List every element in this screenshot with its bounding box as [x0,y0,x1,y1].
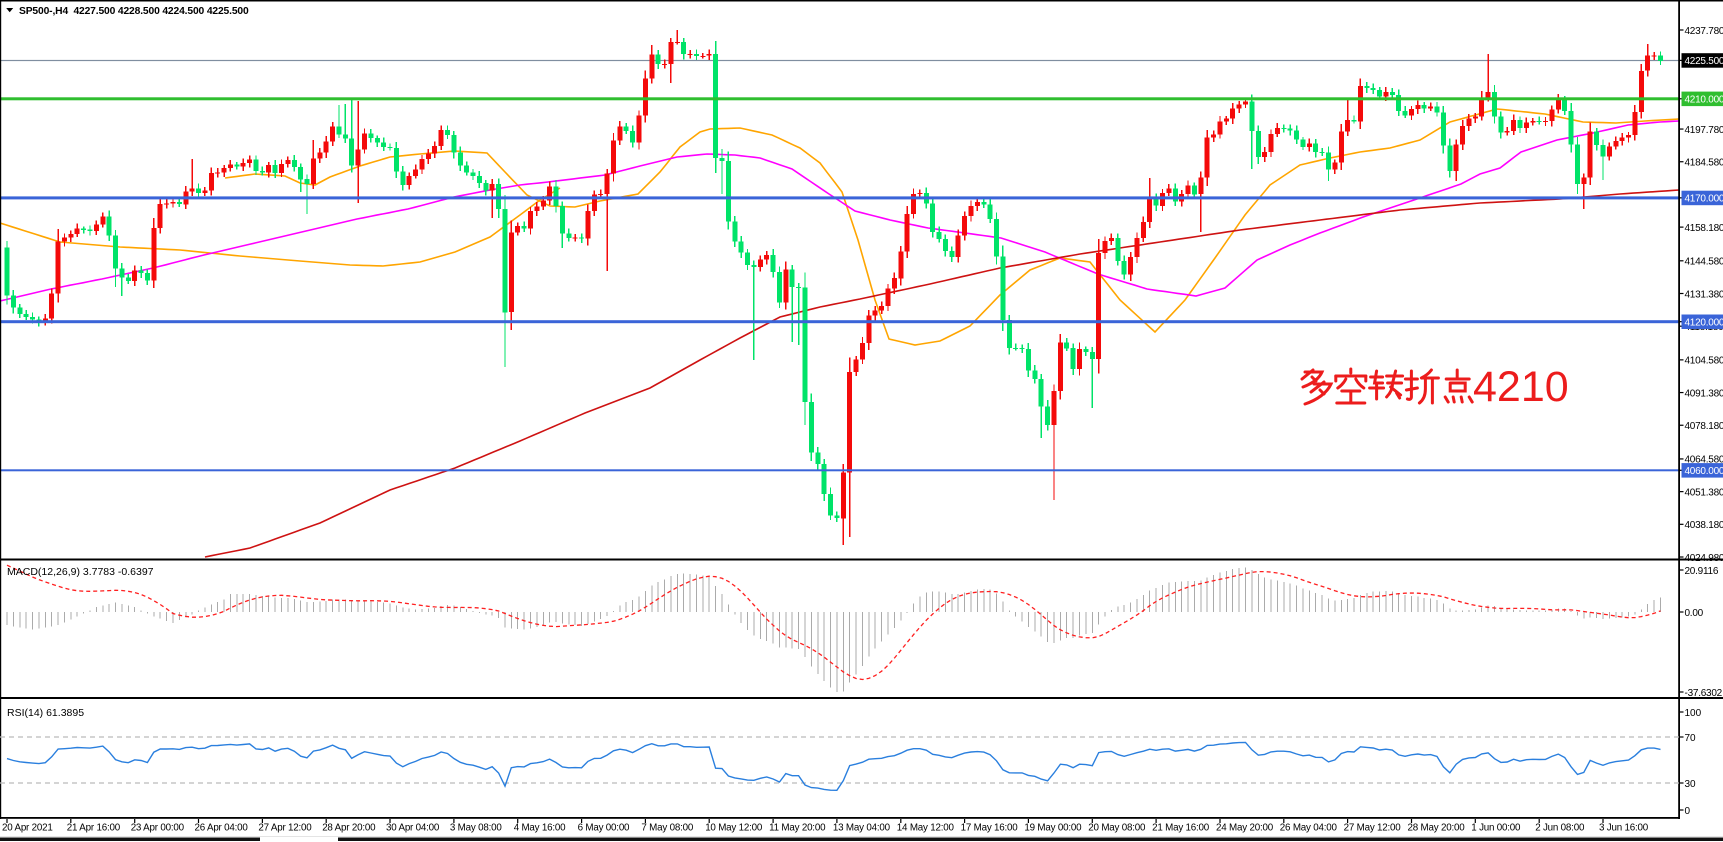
svg-text:20 Apr 2021: 20 Apr 2021 [2,823,53,834]
svg-text:4210: 4210 [1473,363,1569,411]
svg-text:4078.180: 4078.180 [1685,421,1723,432]
svg-text:14 May 12:00: 14 May 12:00 [897,823,955,834]
svg-text:7 May 08:00: 7 May 08:00 [641,823,693,834]
svg-text:4104.580: 4104.580 [1685,356,1723,367]
svg-text:4131.380: 4131.380 [1685,289,1723,300]
svg-text:4051.380: 4051.380 [1685,487,1723,498]
svg-text:4120.000: 4120.000 [1685,318,1723,329]
svg-text:0: 0 [1685,806,1691,817]
svg-text:27 Apr 12:00: 27 Apr 12:00 [258,823,312,834]
svg-text:4024.980: 4024.980 [1685,553,1723,564]
svg-text:2 Jun 08:00: 2 Jun 08:00 [1535,823,1585,834]
svg-text:28 May 20:00: 28 May 20:00 [1408,823,1466,834]
svg-text:10 May 12:00: 10 May 12:00 [705,823,763,834]
svg-text:4170.000: 4170.000 [1685,194,1723,205]
svg-text:11 May 20:00: 11 May 20:00 [769,823,826,834]
svg-text:23 Apr 00:00: 23 Apr 00:00 [131,823,185,834]
svg-text:30: 30 [1685,779,1697,790]
svg-text:4210.000: 4210.000 [1685,95,1723,106]
svg-text:6 May 00:00: 6 May 00:00 [578,823,630,834]
svg-text:24 May 20:00: 24 May 20:00 [1216,823,1274,834]
svg-text:4 May 16:00: 4 May 16:00 [514,823,566,834]
svg-text:RSI(14) 61.3895: RSI(14) 61.3895 [7,707,84,719]
svg-text:0.00: 0.00 [1685,608,1704,619]
svg-text:MACD(12,26,9) 3.7783 -0.6397: MACD(12,26,9) 3.7783 -0.6397 [7,566,154,578]
svg-text:4237.780: 4237.780 [1685,26,1723,37]
svg-text:13 May 04:00: 13 May 04:00 [833,823,891,834]
svg-text:1 Jun 00:00: 1 Jun 00:00 [1471,823,1521,834]
svg-text:4038.180: 4038.180 [1685,520,1723,531]
svg-text:4060.000: 4060.000 [1685,466,1723,477]
svg-text:3 Jun 16:00: 3 Jun 16:00 [1599,823,1649,834]
svg-text:20.9116: 20.9116 [1685,566,1719,577]
svg-text:28 Apr 20:00: 28 Apr 20:00 [322,823,376,834]
svg-text:26 May 04:00: 26 May 04:00 [1280,823,1338,834]
svg-text:4184.580: 4184.580 [1685,158,1723,169]
svg-text:20 May 08:00: 20 May 08:00 [1088,823,1146,834]
svg-text:4158.180: 4158.180 [1685,223,1723,234]
svg-text:30 Apr 04:00: 30 Apr 04:00 [386,823,440,834]
svg-text:3 May 08:00: 3 May 08:00 [450,823,502,834]
svg-text:70: 70 [1685,733,1697,744]
svg-text:4064.580: 4064.580 [1685,455,1723,466]
svg-text:100: 100 [1685,708,1702,719]
svg-text:17 May 16:00: 17 May 16:00 [961,823,1019,834]
svg-text:26 Apr 04:00: 26 Apr 04:00 [195,823,249,834]
svg-text:19 May 00:00: 19 May 00:00 [1024,823,1082,834]
svg-text:27 May 12:00: 27 May 12:00 [1344,823,1402,834]
svg-text:-37.6302: -37.6302 [1685,688,1723,699]
svg-text:SP500-,H4 4227.500 4228.500 4: SP500-,H4 4227.500 4228.500 4224.500 422… [19,6,249,17]
svg-text:4144.580: 4144.580 [1685,257,1723,268]
svg-text:21 Apr 16:00: 21 Apr 16:00 [67,823,121,834]
svg-text:4225.500: 4225.500 [1685,56,1723,67]
svg-text:4197.780: 4197.780 [1685,125,1723,136]
svg-text:4091.380: 4091.380 [1685,388,1723,399]
svg-text:21 May 16:00: 21 May 16:00 [1152,823,1210,834]
